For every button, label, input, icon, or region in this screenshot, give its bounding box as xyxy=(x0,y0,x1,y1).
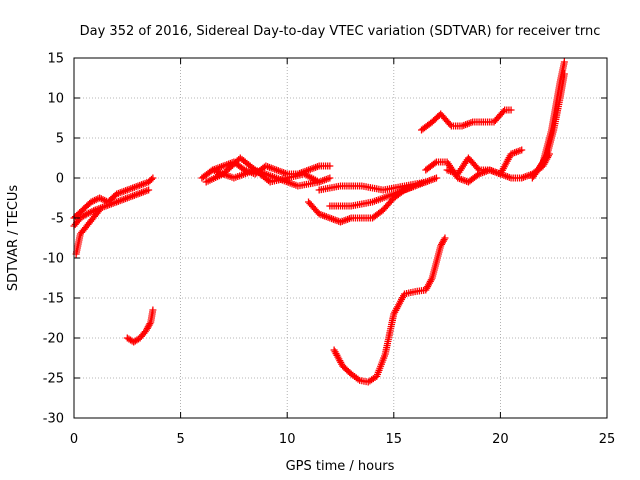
series-trace-c xyxy=(72,206,104,258)
data-point xyxy=(326,162,334,170)
data-point xyxy=(431,159,439,167)
data-point xyxy=(499,108,507,115)
data-point xyxy=(432,174,440,182)
x-tick-label: 20 xyxy=(492,432,509,447)
x-tick-label: 5 xyxy=(176,432,184,447)
y-tick-label: -15 xyxy=(43,292,64,307)
x-tick-label: 25 xyxy=(599,432,616,447)
data-point xyxy=(149,306,157,314)
y-tick-label: -10 xyxy=(43,252,64,267)
y-tick-label: 5 xyxy=(56,132,64,147)
y-axis: 15 10 5 0 -5 -10 -15 -20 -25 -30 xyxy=(43,52,607,427)
data-point xyxy=(440,236,448,244)
series-trace-g xyxy=(209,166,323,190)
data-point xyxy=(422,178,430,186)
series-trace-n xyxy=(443,146,526,178)
series-trace-b xyxy=(70,174,157,222)
data-point xyxy=(315,178,323,186)
data-point xyxy=(326,174,334,182)
data-point xyxy=(145,186,153,194)
data-point xyxy=(560,70,568,78)
data-point xyxy=(96,206,104,214)
y-tick-label: 15 xyxy=(47,52,64,67)
series-trace-k xyxy=(330,234,449,386)
series-trace-a xyxy=(70,186,153,230)
y-axis-label: SDTVAR / TECUs xyxy=(6,185,21,292)
data-point xyxy=(146,320,154,328)
x-axis: 0 5 10 15 20 25 xyxy=(70,58,615,447)
data-point xyxy=(518,146,526,154)
plot-frame xyxy=(73,57,608,419)
data-point xyxy=(441,234,449,242)
series-trace-p xyxy=(535,70,568,174)
data-point xyxy=(507,106,515,114)
y-tick-label: 10 xyxy=(47,92,64,107)
series-trace-d xyxy=(123,306,157,346)
data-point xyxy=(94,208,102,216)
data-point xyxy=(149,174,157,182)
x-tick-label: 10 xyxy=(279,432,296,447)
y-tick-label: 0 xyxy=(56,172,64,187)
x-axis-label: GPS time / hours xyxy=(286,459,395,474)
data-point xyxy=(446,121,454,128)
series-trace-j xyxy=(326,182,419,210)
series-trace-o xyxy=(528,58,568,182)
y-tick-label: -5 xyxy=(51,212,64,227)
y-tick-label: -20 xyxy=(43,332,64,347)
chart-title: Day 352 of 2016, Sidereal Day-to-day VTE… xyxy=(80,24,601,39)
data-point xyxy=(560,58,568,66)
data-point xyxy=(474,165,482,172)
data-point xyxy=(411,182,419,190)
series-trace-l xyxy=(418,106,515,134)
x-tick-label: 0 xyxy=(70,432,78,447)
x-tick-label: 15 xyxy=(386,432,403,447)
series-trace-i xyxy=(315,178,430,194)
data-points xyxy=(70,58,568,386)
data-point xyxy=(147,175,155,183)
y-tick-label: -30 xyxy=(43,412,64,427)
y-tick-label: -25 xyxy=(43,372,64,387)
